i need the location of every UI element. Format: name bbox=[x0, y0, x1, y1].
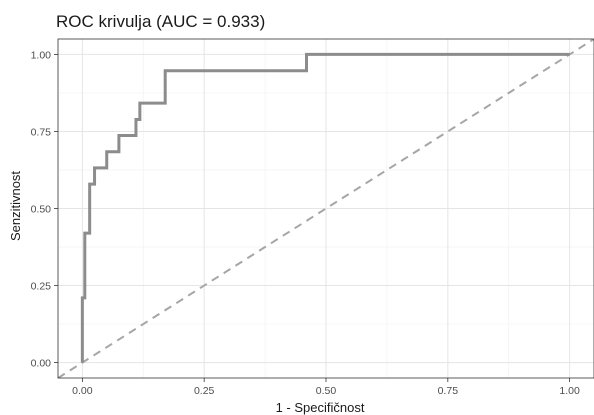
x-tick-label: 0.00 bbox=[72, 385, 93, 397]
roc-curve-line bbox=[80, 52, 570, 363]
x-tick-label: 1.00 bbox=[559, 385, 580, 397]
y-tick-label: 1.00 bbox=[31, 49, 52, 61]
x-tick-label: 0.50 bbox=[316, 385, 337, 397]
chart-title: ROC krivulja (AUC = 0.933) bbox=[56, 12, 265, 31]
axis-ticks: 0.00 0.25 0.50 0.75 1.00 0.00 0.25 0.50 0.75 1.00 bbox=[31, 49, 580, 397]
y-tick-label: 0.50 bbox=[31, 204, 52, 216]
x-tick-label: 0.75 bbox=[438, 385, 459, 397]
x-axis-title: 1 - Specifičnost bbox=[276, 400, 365, 415]
reference-diagonal-line bbox=[58, 39, 594, 378]
y-tick-label: 0.75 bbox=[31, 126, 52, 138]
y-axis-title: Senzitivnost bbox=[8, 171, 23, 241]
grid-lines bbox=[58, 39, 594, 378]
y-tick-label: 0.00 bbox=[31, 358, 52, 370]
x-tick-label: 0.25 bbox=[194, 385, 215, 397]
y-tick-label: 0.25 bbox=[31, 281, 52, 293]
